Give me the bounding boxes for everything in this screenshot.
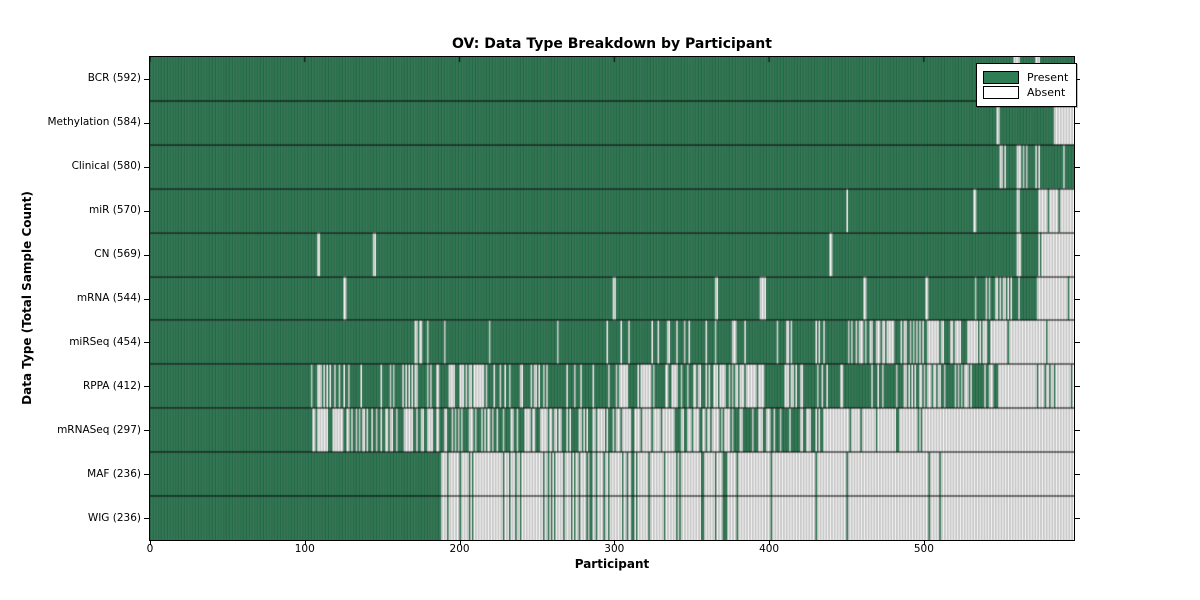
y-tick-mark xyxy=(144,518,149,520)
x-tick-mark xyxy=(304,541,306,545)
legend-label-present: Present xyxy=(1027,71,1069,84)
y-tick-mark xyxy=(144,166,149,168)
legend-entry-present: Present xyxy=(983,71,1068,84)
row-label: mRNASeq (297) xyxy=(57,423,141,436)
x-tick-label: 200 xyxy=(449,543,470,555)
y-tick-mark xyxy=(144,474,149,476)
chart-title: OV: Data Type Breakdown by Participant xyxy=(452,36,772,52)
x-tick-label: 0 xyxy=(146,543,154,555)
y-tick-mark xyxy=(144,298,149,300)
y-tick-mark xyxy=(1075,474,1080,476)
y-tick-mark xyxy=(1075,78,1080,80)
row-label: Clinical (580) xyxy=(71,160,141,173)
plot-area xyxy=(149,56,1075,541)
x-tick-mark xyxy=(150,541,151,545)
x-tick-mark xyxy=(459,541,461,545)
legend-swatch-present-icon xyxy=(983,71,1019,84)
legend: Present Absent xyxy=(976,63,1078,107)
row-label: mRNA (544) xyxy=(76,292,141,304)
y-tick-mark xyxy=(144,210,149,212)
row-label: BCR (592) xyxy=(87,72,141,85)
x-tick-mark xyxy=(769,541,771,545)
legend-label-absent: Absent xyxy=(1027,86,1066,99)
legend-entry-absent: Absent xyxy=(983,86,1068,99)
y-tick-mark xyxy=(1075,298,1080,300)
y-tick-mark xyxy=(1075,166,1080,168)
row-label: CN (569) xyxy=(94,248,141,261)
y-tick-mark xyxy=(1075,210,1080,212)
y-tick-mark xyxy=(1075,518,1080,520)
x-tick-mark xyxy=(614,541,616,545)
y-tick-mark xyxy=(1075,342,1080,344)
x-tick-label: 500 xyxy=(913,543,934,555)
x-tick-label: 100 xyxy=(294,543,315,555)
y-tick-mark xyxy=(1075,386,1080,388)
row-label: RPPA (412) xyxy=(82,379,141,392)
row-label: WIG (236) xyxy=(87,511,141,524)
row-label: MAF (236) xyxy=(87,467,141,480)
y-tick-mark xyxy=(144,78,149,80)
y-tick-mark xyxy=(1075,122,1080,124)
x-tick-label: 400 xyxy=(759,543,780,555)
y-tick-mark xyxy=(144,386,149,388)
y-tick-mark xyxy=(144,254,149,256)
y-tick-mark xyxy=(144,342,149,344)
row-label: Methylation (584) xyxy=(47,116,141,129)
x-tick-mark xyxy=(923,541,925,545)
x-tick-label: 300 xyxy=(604,543,625,555)
y-tick-mark xyxy=(144,430,149,432)
row-label: miR (570) xyxy=(88,204,141,217)
x-axis-label: Participant xyxy=(574,557,650,571)
presence-matrix-canvas xyxy=(150,57,1074,540)
y-tick-mark xyxy=(1075,254,1080,256)
y-tick-mark xyxy=(144,122,149,124)
y-tick-mark xyxy=(1075,430,1080,432)
row-label: miRSeq (454) xyxy=(69,335,141,348)
legend-swatch-absent-icon xyxy=(983,86,1019,99)
